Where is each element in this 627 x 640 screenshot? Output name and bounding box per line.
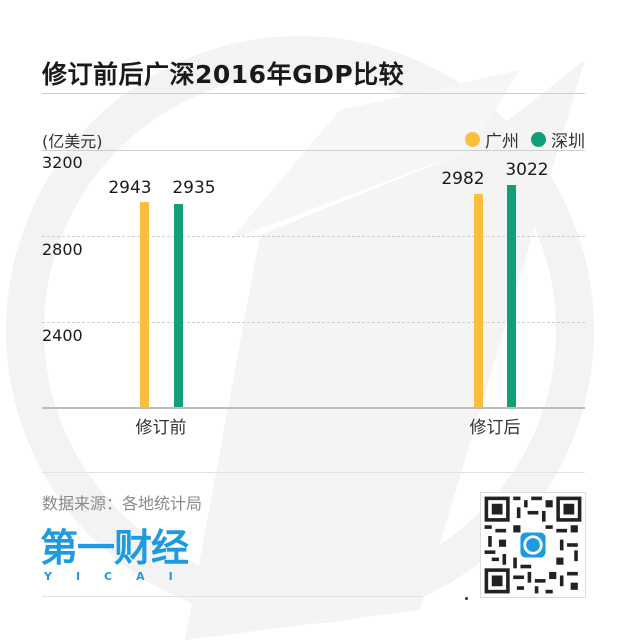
bar-before-shenzhen [174,204,183,408]
logo-cn: 第一财经 [40,526,189,570]
y-tick-2400: 2400 [42,326,83,345]
bottom-divider [42,596,422,597]
qr-code[interactable] [480,492,586,598]
category-label-before: 修订前 [135,418,187,438]
dot-marker [465,597,468,600]
footer-divider [42,472,585,473]
unit-label: (亿美元) [42,132,103,151]
value-label-after-guangzhou: 2982 [441,169,485,189]
legend-dot-orange-icon [465,132,480,147]
value-label-before-shenzhen: 2935 [172,178,216,198]
value-label-before-guangzhou: 2943 [108,178,152,198]
legend-label: 广州 [485,132,519,152]
legend: 广州 深圳 [459,127,585,152]
x-axis-baseline [42,407,585,409]
yicai-logo: 第一财经 YICAI [40,528,197,583]
y-tick-2800: 2800 [42,240,83,259]
bar-after-shenzhen [507,185,516,408]
header-divider [42,150,585,151]
bar-after-guangzhou [474,194,483,408]
legend-dot-green-icon [531,132,546,147]
title-divider [42,93,585,94]
value-label-after-shenzhen: 3022 [505,160,549,180]
y-tick-3200: 3200 [42,153,83,172]
qr-code-icon [481,493,585,597]
gridline-2400 [42,322,585,323]
logo-en: YICAI [44,570,197,583]
legend-label: 深圳 [551,132,585,152]
legend-item-shenzhen: 深圳 [531,127,585,152]
bar-before-guangzhou [140,202,149,408]
category-label-after: 修订后 [469,418,521,438]
chart-title: 修订前后广深2016年GDP比较 [42,60,405,89]
legend-item-guangzhou: 广州 [465,127,519,152]
data-source: 数据来源：各地统计局 [42,494,203,513]
gridline-2800 [42,236,585,237]
